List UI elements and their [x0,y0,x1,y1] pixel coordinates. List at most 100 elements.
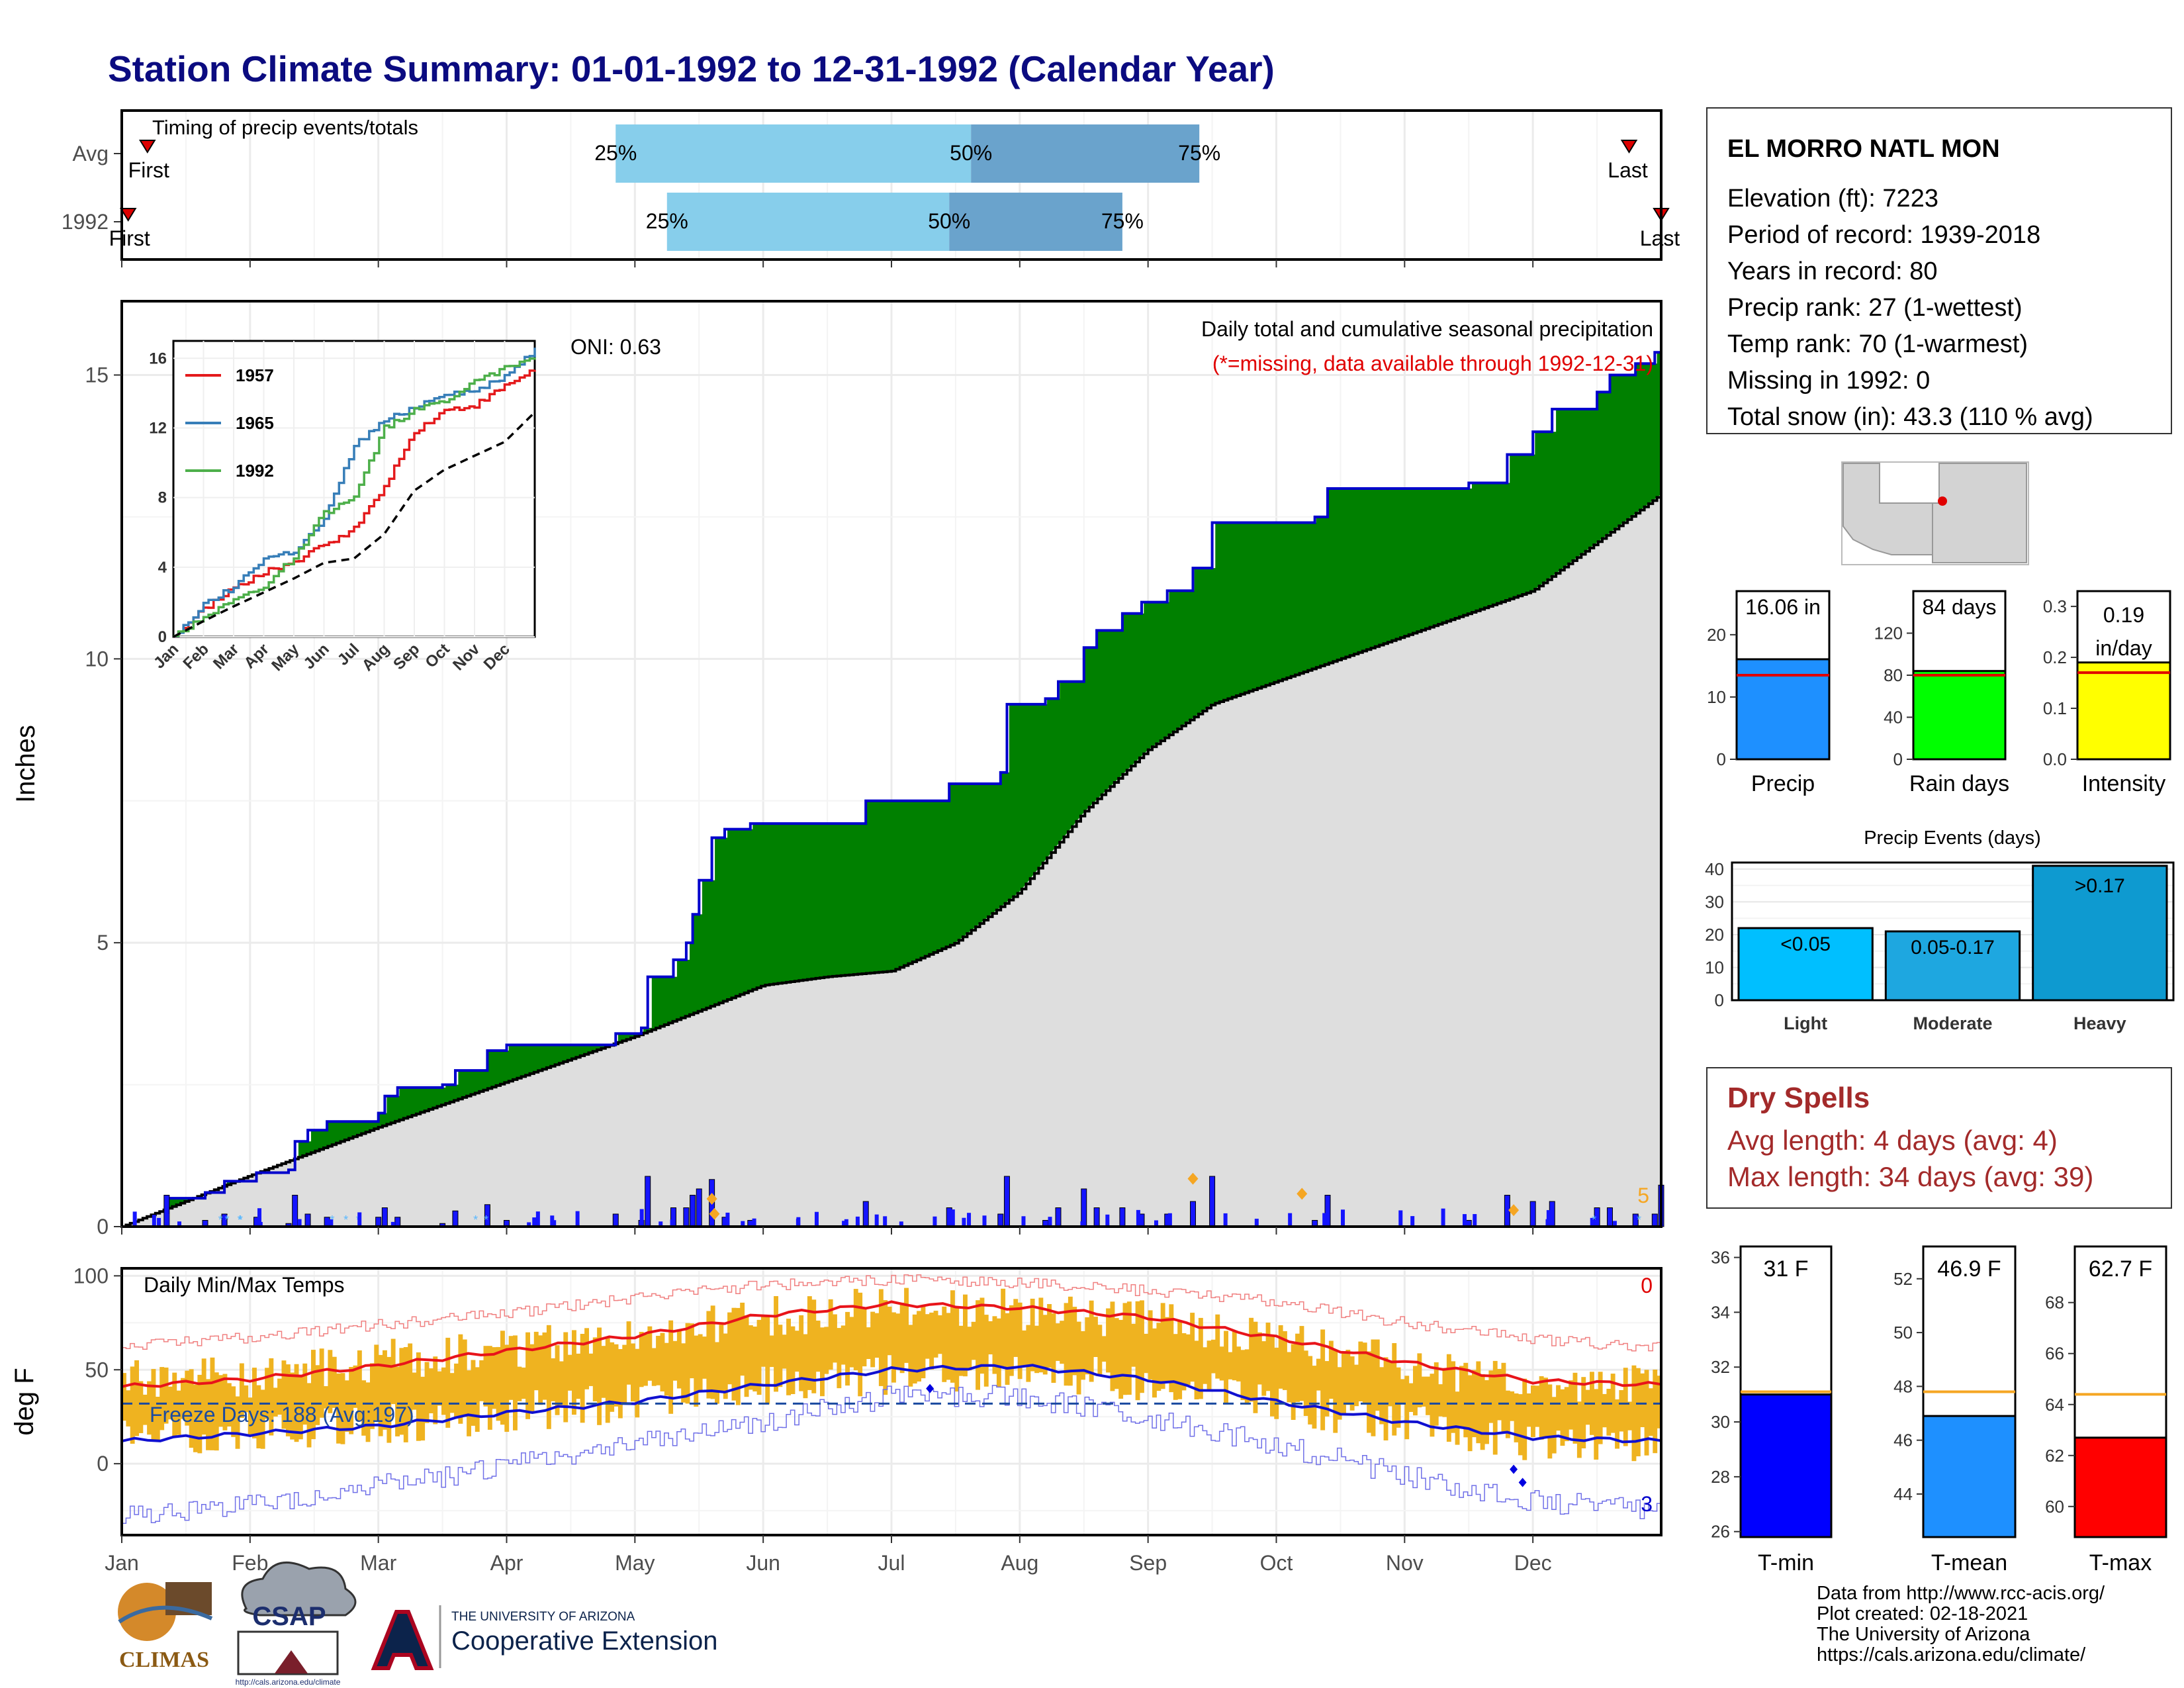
daily-temp-range-bar [1219,1346,1224,1381]
daily-temp-range-bar [794,1331,799,1372]
daily-temp-range-bar [483,1346,488,1407]
daily-temp-range-bar [403,1347,408,1442]
daily-temp-range-bar [782,1335,787,1369]
inset-ytick-label: 4 [158,559,167,577]
daily-temp-range-bar [1383,1357,1388,1440]
daily-temp-range-bar [786,1319,791,1395]
summary-value-label: 16.06 in [1745,595,1821,619]
daily-temp-range-bar [828,1299,833,1370]
daily-temp-range-bar [1081,1331,1085,1380]
logos: CLIMAS CSAP http://cals.arizona.edu/climat… [118,1561,717,1687]
daily-temp-range-bar [845,1311,850,1386]
temp-summary-ytick-label: 50 [1893,1323,1913,1342]
daily-precip-bar [690,1195,696,1227]
daily-temp-range-bar [458,1334,463,1424]
daily-temp-range-bar [942,1306,947,1382]
daily-temp-range-bar [138,1381,144,1433]
summary-ytick-label: 20 [1707,625,1726,645]
daily-temp-range-bar [567,1354,572,1391]
daily-temp-range-bar [408,1343,413,1422]
daily-temp-range-bar [811,1299,817,1393]
daily-temp-range-bar [887,1306,892,1356]
daily-temp-range-bar [1526,1393,1531,1427]
daily-temp-range-bar [904,1288,909,1363]
timing-percentile-label: 50% [928,209,970,233]
daily-temp-range-bar [1249,1317,1254,1402]
daily-temp-range-bar [1224,1331,1228,1405]
average-cumulative-area [122,494,1661,1227]
timing-percentile-label: 25% [646,209,688,233]
daily-temp-range-bar [479,1360,484,1401]
daily-precip-bar [659,1221,663,1227]
daily-temp-range-bar [1522,1378,1527,1460]
daily-temp-range-bar [281,1360,287,1429]
daily-precip-bar [1529,1201,1536,1227]
daily-temp-range-bar [967,1327,972,1371]
month-label: Jun [746,1551,780,1575]
daily-temp-range-bar [815,1321,821,1372]
daily-temp-range-bar [1303,1350,1308,1416]
station-years: Years in record: 80 [1727,258,1938,285]
daily-temp-range-bar [193,1384,198,1452]
inset-legend-label: 1992 [236,461,274,481]
daily-temp-range-bar [390,1338,396,1405]
daily-temp-range-bar [471,1360,476,1426]
month-label: Jan [105,1551,139,1575]
record-low-marker [1510,1464,1518,1474]
summary-ytick-label: 10 [1707,687,1726,707]
station-precip-rank: Precip rank: 27 (1-wettest) [1727,294,2023,322]
events-ytick-label: 30 [1705,892,1724,912]
daily-precip-bar [1590,1217,1594,1227]
inset-legend-label: 1965 [236,413,274,433]
daily-temp-range-bar [1648,1388,1653,1436]
daily-precip-bar [1136,1209,1140,1227]
daily-temp-range-bar [895,1313,901,1370]
daily-temp-range-bar [492,1347,497,1409]
daily-temp-range-bar [235,1396,240,1449]
daily-temp-range-bar [1400,1379,1405,1403]
daily-temp-range-bar [756,1319,762,1395]
precip-panel-title: Daily total and cumulative seasonal prec… [1201,317,1653,341]
daily-precip-bar [1190,1201,1197,1227]
daily-temp-range-bar [925,1314,930,1359]
daily-temp-range-bar [1190,1313,1195,1382]
daily-temp-range-bar [580,1334,585,1423]
temp-summary-ytick-label: 30 [1711,1412,1730,1432]
summary-value-bar [2076,661,2171,761]
month-label: Apr [490,1551,523,1575]
daily-temp-range-bar [412,1372,417,1410]
daily-temp-range-bar [807,1296,812,1390]
daily-temp-range-bar [710,1305,715,1399]
daily-temp-range-bar [933,1311,938,1358]
daily-temp-range-bar [765,1315,770,1405]
daily-temp-range-bar [1283,1331,1287,1390]
daily-temp-range-bar [774,1296,778,1392]
daily-temp-range-bar [357,1350,362,1421]
daily-temp-range-bar [1328,1340,1334,1399]
daily-temp-range-bar [1623,1368,1628,1446]
daily-temp-range-bar [1122,1303,1128,1395]
daily-temp-range-bar [311,1350,316,1440]
daily-temp-range-bar [462,1339,467,1417]
temp-ytick-label: 50 [85,1358,109,1382]
daily-precip-bar [1048,1217,1052,1227]
daily-temp-range-bar [1160,1303,1165,1389]
daily-temp-range-bar [752,1327,758,1391]
event-category-label: Moderate [1913,1013,1992,1033]
daily-temp-range-bar [285,1364,291,1436]
daily-temp-range-bar [218,1375,224,1427]
daily-temp-range-bar [1426,1376,1430,1415]
daily-temp-range-bar [1467,1375,1473,1452]
ua-logo-line2: Cooperative Extension [451,1626,717,1656]
temp-summary-ytick-label: 26 [1711,1522,1730,1542]
daily-temp-range-bar [1598,1372,1603,1444]
summary-ytick-label: 0.0 [2043,749,2067,769]
temp-summary-ytick-label: 52 [1893,1269,1913,1289]
precip-corner-count: 5 [1637,1184,1649,1207]
summary-ytick-label: 120 [1874,624,1903,643]
csap-logo-text: CSAP [252,1602,326,1631]
daily-temp-range-bar [1547,1384,1553,1459]
temperature-panel: 0 50 100 deg F Daily Min/Max Temps Freeze Day… [10,1264,1662,1536]
temp-summary-axis-label: T-min [1758,1550,1814,1575]
daily-precip-bar [855,1216,860,1227]
